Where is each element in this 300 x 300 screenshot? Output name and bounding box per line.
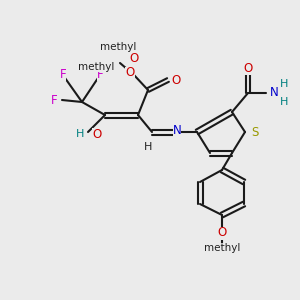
Text: methyl: methyl — [204, 243, 240, 253]
Text: O: O — [92, 128, 101, 140]
Text: H: H — [280, 97, 288, 107]
Text: N: N — [270, 86, 279, 100]
Text: methyl: methyl — [100, 42, 136, 52]
Text: F: F — [97, 68, 103, 80]
Text: O: O — [243, 61, 253, 74]
Text: H: H — [76, 129, 84, 139]
Text: S: S — [251, 125, 258, 139]
Text: H: H — [144, 142, 152, 152]
Text: O: O — [129, 52, 139, 64]
Text: N: N — [172, 124, 182, 136]
Text: H: H — [280, 79, 288, 89]
Text: F: F — [60, 68, 66, 80]
Text: O: O — [125, 67, 135, 80]
Text: F: F — [51, 94, 57, 106]
Text: O: O — [171, 74, 181, 86]
Text: O: O — [218, 226, 226, 239]
Text: methyl: methyl — [78, 62, 114, 72]
